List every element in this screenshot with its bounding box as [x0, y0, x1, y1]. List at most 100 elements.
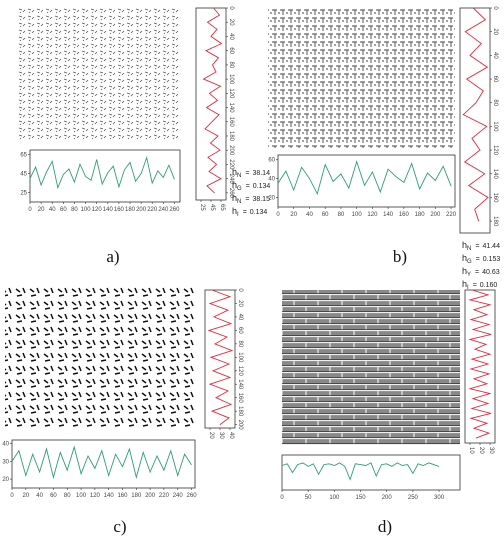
x-tick-label: 160 — [114, 207, 125, 213]
x-tick-label: 200 — [136, 207, 147, 213]
stat-subscript: G — [237, 186, 242, 192]
x-tick-label: 100 — [329, 495, 340, 501]
x-tick-label: 220 — [446, 212, 457, 218]
x-tick-label: 80 — [338, 212, 345, 218]
signal-line — [202, 7, 223, 194]
stat-sep: = — [246, 183, 250, 190]
texture-image — [5, 287, 195, 430]
plot-frame — [29, 149, 181, 203]
x-tick-label: 30 — [488, 447, 494, 454]
y-tick-label: 30 — [2, 459, 9, 465]
plot-frame — [281, 454, 461, 491]
x-tick-label: 80 — [64, 493, 71, 499]
y-tick-label: 160 — [228, 117, 234, 128]
stat-symbol: h — [462, 266, 467, 276]
y-tick-label: 60 — [237, 327, 243, 334]
x-tick-label: 25 — [199, 204, 205, 211]
stat-line: hG = 0.153 — [462, 253, 500, 265]
y-tick-label: 120 — [492, 145, 498, 156]
signal-line — [281, 462, 440, 481]
y-tick-label: 40 — [268, 177, 275, 183]
x-tick-label: 100 — [81, 207, 92, 213]
x-tick-label: 50 — [305, 495, 312, 501]
stat-line: hI = 0.134 — [232, 206, 267, 218]
x-tick-label: 40 — [228, 432, 234, 439]
signal-line — [468, 289, 492, 439]
stat-symbol: h — [232, 206, 237, 216]
x-tick-label: 20 — [22, 493, 29, 499]
x-tick-label: 65 — [219, 204, 225, 211]
stat-line: hN = 38.14 — [232, 167, 270, 179]
panel-label: a) — [106, 247, 119, 266]
stat-sep: = — [245, 196, 249, 203]
y-tick-label: 140 — [237, 379, 243, 390]
y-tick-label: 80 — [492, 99, 498, 106]
stat-sep: = — [476, 256, 480, 263]
x-tick-label: 180 — [415, 212, 426, 218]
texture-image — [268, 8, 455, 148]
stat-subscript: N — [237, 173, 241, 179]
x-tick-label: 180 — [131, 493, 142, 499]
stat-line: hY = 40.63 — [462, 266, 500, 278]
y-tick-label: 0 — [237, 288, 243, 292]
y-tick-label: 0 — [492, 6, 498, 10]
y-tick-label: 100 — [237, 352, 243, 363]
y-tick-label: 40 — [228, 33, 234, 40]
x-tick-label: 60 — [50, 493, 57, 499]
x-tick-label: 20 — [478, 447, 484, 454]
stat-value: 0.134 — [250, 209, 268, 216]
y-tick-label: 20 — [228, 19, 234, 26]
y-tick-label: 160 — [492, 192, 498, 203]
stat-subscript: I — [237, 212, 239, 218]
stat-subscript: I — [467, 285, 469, 291]
y-tick-label: 65 — [20, 153, 27, 159]
stat-sep: = — [475, 269, 479, 276]
stat-sep: = — [473, 282, 477, 289]
panel-label: d) — [378, 517, 392, 536]
stat-symbol: h — [232, 167, 237, 177]
y-tick-label: 120 — [237, 366, 243, 377]
stat-line: hI = 0.160 — [462, 279, 497, 291]
stat-line: hN = 38.15 — [232, 193, 270, 205]
x-tick-label: 260 — [187, 493, 198, 499]
signal-line — [29, 155, 175, 190]
stat-value: 40.63 — [482, 269, 500, 276]
stat-symbol: h — [232, 193, 237, 203]
x-tick-label: 0 — [10, 493, 14, 499]
x-tick-label: 140 — [383, 212, 394, 218]
x-tick-label: 120 — [367, 212, 378, 218]
stat-symbol: h — [462, 279, 467, 289]
y-tick-label: 100 — [492, 121, 498, 132]
y-tick-label: 20 — [268, 196, 275, 202]
stat-subscript: N — [467, 246, 471, 252]
stat-sep: = — [475, 243, 479, 250]
x-tick-label: 150 — [356, 495, 367, 501]
x-tick-label: 100 — [352, 212, 363, 218]
x-tick-label: 300 — [434, 495, 445, 501]
stat-value: 0.134 — [253, 183, 271, 190]
stat-sep: = — [245, 170, 249, 177]
x-tick-label: 80 — [71, 207, 78, 213]
plot-frame — [11, 439, 196, 489]
x-tick-label: 100 — [76, 493, 87, 499]
y-tick-label: 180 — [237, 406, 243, 417]
x-tick-label: 160 — [399, 212, 410, 218]
x-tick-label: 10 — [468, 447, 474, 454]
x-tick-label: 30 — [218, 432, 224, 439]
texture-image — [18, 8, 180, 140]
x-tick-label: 20 — [208, 432, 214, 439]
x-tick-label: 0 — [276, 212, 280, 218]
stat-subscript: Y — [467, 272, 471, 278]
stat-value: 41.44 — [482, 243, 500, 250]
plot-frame — [277, 154, 456, 208]
x-tick-label: 200 — [145, 493, 156, 499]
y-tick-label: 260 — [228, 188, 234, 199]
stat-line: hN = 41.44 — [462, 240, 500, 252]
plot-frame — [195, 7, 227, 201]
stat-line: hG = 0.134 — [232, 180, 270, 192]
y-tick-label: 140 — [228, 103, 234, 114]
x-tick-label: 200 — [430, 212, 441, 218]
stat-value: 38.15 — [252, 196, 270, 203]
y-tick-label: 20 — [2, 477, 9, 483]
